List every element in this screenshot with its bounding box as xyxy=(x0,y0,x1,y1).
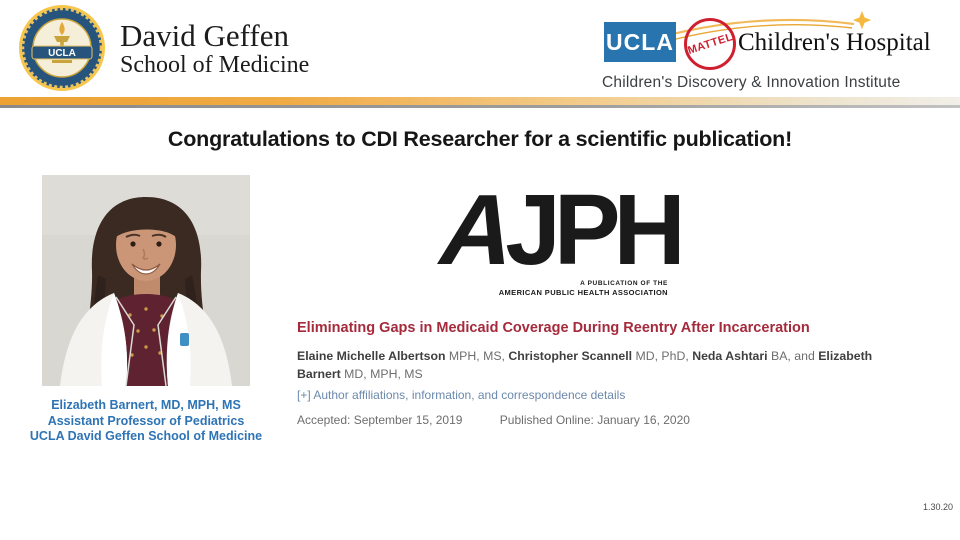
ucla-box-logo: UCLA xyxy=(604,22,676,62)
mattel-label: MATTEL xyxy=(685,31,735,57)
caption-role: Assistant Professor of Pediatrics xyxy=(47,413,245,428)
slide-date: 1.30.20 xyxy=(922,502,953,512)
dgsom-wordmark: David Geffen School of Medicine xyxy=(120,19,309,78)
ajph-logo: A JPH A PUBLICATION OF THE AMERICAN PUBL… xyxy=(429,174,686,306)
published-date: Published Online: January 16, 2020 xyxy=(499,413,690,427)
researcher-photo xyxy=(42,175,250,386)
seal-ucla-label: UCLA xyxy=(48,48,76,59)
caption-name: Elizabeth Barnert, MD, MPH, MS xyxy=(51,398,241,412)
article-authors: Elaine Michelle Albertson MPH, MS, Chris… xyxy=(297,349,873,381)
childrens-hospital-logo: UCLA MATTEL Children's Hospital Children… xyxy=(596,8,956,98)
ajph-letters-rest: JPH xyxy=(505,174,686,286)
dgsom-line2: School of Medicine xyxy=(120,51,310,78)
researcher-caption: Elizabeth Barnert, MD, MPH, MS Assistant… xyxy=(16,398,276,445)
ajph-subtitle-line1: A PUBLICATION OF THE xyxy=(580,280,668,287)
institute-name: Children's Discovery & Innovation Instit… xyxy=(602,74,901,91)
ucla-seal-icon: UCLA xyxy=(19,5,105,91)
badge-clip xyxy=(180,333,189,346)
caption-institution: UCLA David Geffen School of Medicine xyxy=(29,429,263,443)
ajph-letters: A JPH xyxy=(429,174,686,286)
childrens-hospital-name: Children's Hospital xyxy=(738,29,931,56)
mattel-stamp-icon: MATTEL xyxy=(684,18,736,70)
affiliations-link[interactable]: [+] Author affiliations, information, an… xyxy=(297,388,626,402)
slide-title: Congratulations to CDI Researcher for a … xyxy=(167,127,793,151)
accepted-date: Accepted: September 15, 2019 xyxy=(297,413,463,427)
ajph-subtitle-line2: AMERICAN PUBLIC HEALTH ASSOCIATION xyxy=(498,288,668,297)
header-gold-bar xyxy=(0,97,960,105)
article-dates: Accepted: September 15, 2019 Published O… xyxy=(297,413,897,427)
article-title: Eliminating Gaps in Medicaid Coverage Du… xyxy=(297,320,810,336)
dgsom-logo: UCLA David Geffen School of Medicine xyxy=(18,4,309,92)
header-gold-bar-shadow xyxy=(0,105,960,108)
dgsom-line1: David Geffen xyxy=(120,17,290,53)
ajph-subtitle: A PUBLICATION OF THE AMERICAN PUBLIC HEA… xyxy=(443,280,668,297)
